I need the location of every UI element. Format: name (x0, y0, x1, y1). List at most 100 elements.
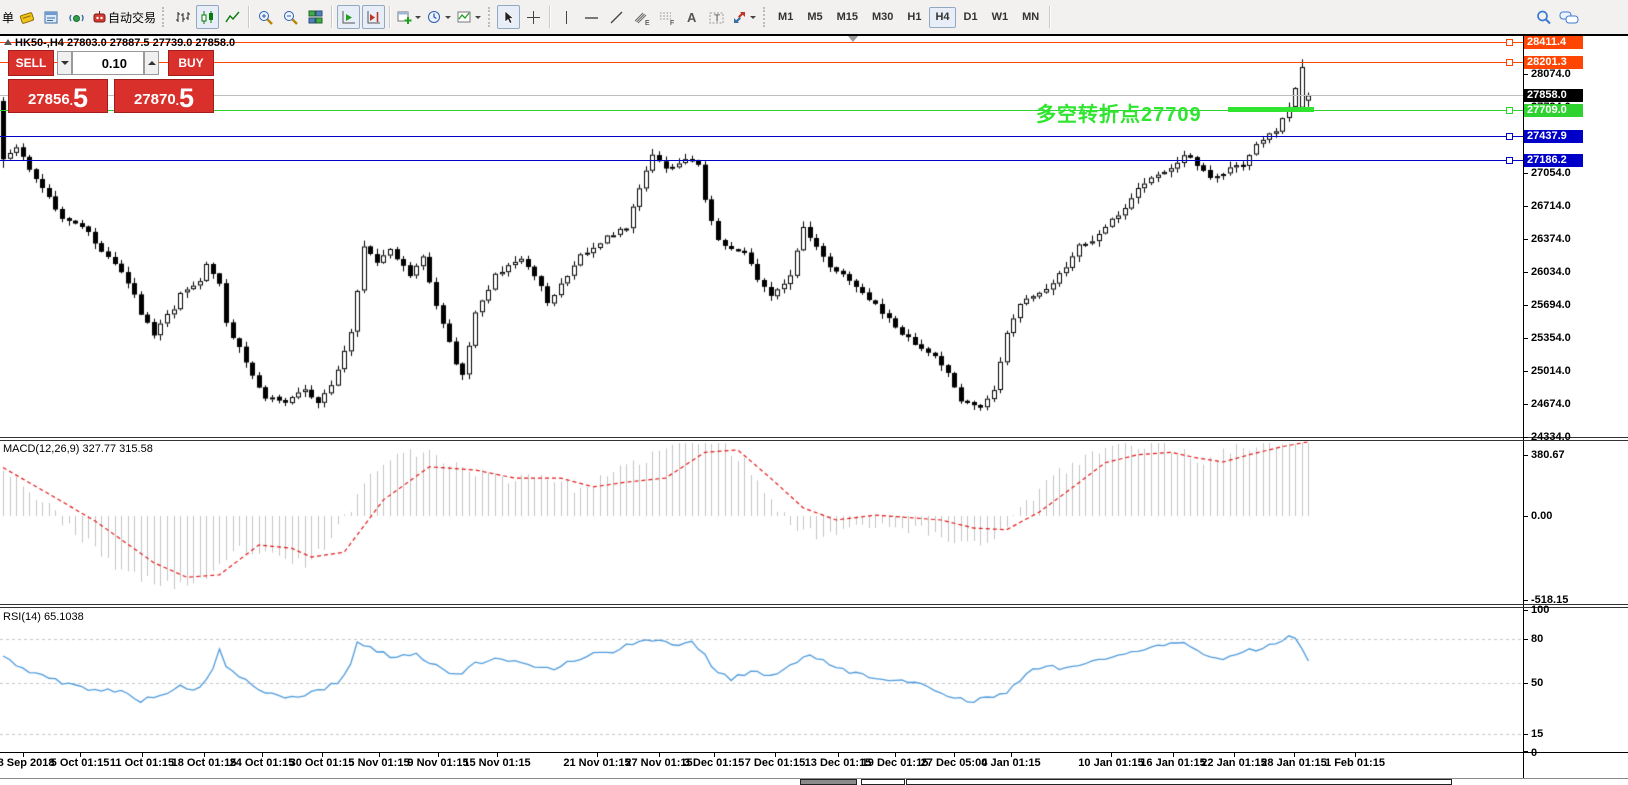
date-label[interactable]: 13 Dec 01:15 (804, 757, 872, 769)
date-label[interactable]: 5 Oct 01:15 (50, 757, 110, 769)
vertical-line-tool-button[interactable] (555, 5, 578, 29)
chart-annotation[interactable]: 多空转折点27709 (1036, 104, 1202, 126)
date-tick (1173, 753, 1174, 757)
date-label[interactable]: 10 Jan 01:15 (1078, 757, 1144, 769)
line-chart-button[interactable] (221, 5, 244, 29)
line-handle[interactable] (1506, 133, 1513, 140)
tf-button-m1[interactable]: M1 (778, 11, 794, 23)
date-label[interactable]: 27 Dec 05:00 (920, 757, 988, 769)
horizontal-line-tool-button[interactable] (580, 5, 603, 29)
line-handle[interactable] (1506, 107, 1513, 114)
date-label[interactable]: 30 Oct 01:15 (289, 757, 355, 769)
candlestick-chart-button[interactable] (196, 5, 220, 29)
signals-button[interactable] (65, 5, 88, 29)
svg-text:E: E (645, 20, 650, 26)
date-label[interactable]: 5 Nov 01:15 (348, 757, 410, 769)
date-label[interactable]: 9 Nov 01:15 (407, 757, 469, 769)
chart-shift-button[interactable] (362, 5, 386, 29)
templates-button[interactable] (455, 5, 483, 29)
buy-price-button[interactable]: 27870. 5 (114, 79, 214, 113)
date-label[interactable]: 4 Jan 01:15 (981, 757, 1041, 769)
line-chart-icon (224, 9, 241, 26)
zoom-in-button[interactable] (254, 5, 277, 29)
chart-shift-marker[interactable] (848, 36, 858, 42)
date-label[interactable]: 28 Jan 01:15 (1261, 757, 1327, 769)
line-handle[interactable] (1506, 39, 1513, 46)
new-order-button[interactable]: 单 (2, 10, 15, 25)
chat-button[interactable] (1557, 5, 1580, 29)
date-label[interactable]: 16 Jan 01:15 (1140, 757, 1206, 769)
tf-button-mn[interactable]: MN (1022, 11, 1040, 23)
auto-scroll-button[interactable] (337, 5, 361, 29)
trendline-tool-button[interactable] (605, 5, 628, 29)
tf-button-d1[interactable]: D1 (963, 11, 978, 23)
tile-windows-button[interactable] (304, 5, 327, 29)
toolbar-separator (549, 6, 552, 28)
order-ticket-button[interactable] (15, 5, 38, 29)
arrows-tool-button[interactable] (730, 5, 758, 29)
date-label[interactable]: 18 Oct 01:15 (171, 757, 237, 769)
horizontal-level-line[interactable] (0, 136, 1523, 137)
autotrading-button[interactable]: 自动交易 (90, 5, 157, 29)
date-label[interactable]: 27 Nov 01:15 (625, 757, 693, 769)
date-tick (1111, 753, 1112, 757)
auto-scroll-icon (340, 9, 357, 26)
date-label[interactable]: 7 Dec 01:15 (744, 757, 806, 769)
date-label[interactable]: 24 Oct 01:15 (229, 757, 295, 769)
price-axis-label: 27054.0 (1531, 167, 1571, 179)
date-label[interactable]: 19 Dec 01:15 (861, 757, 929, 769)
tf-button-h4[interactable]: H4 (929, 6, 956, 28)
rsi-separator[interactable] (0, 607, 1628, 608)
tf-button-h1[interactable]: H1 (907, 11, 922, 23)
toolbar: 单 自动交易 E F A T M1 M5 M15 M30 H1 H4 D1 W1 MN (0, 0, 1628, 35)
macd-separator[interactable] (0, 440, 1628, 441)
line-handle[interactable] (1506, 59, 1513, 66)
chart-expand-arrow[interactable] (4, 39, 12, 45)
periods-button[interactable] (425, 5, 453, 29)
text-tool-button[interactable]: A (680, 5, 703, 29)
date-label[interactable]: 21 Nov 01:15 (563, 757, 631, 769)
date-label[interactable]: 3 Dec 01:15 (683, 757, 745, 769)
date-label[interactable]: 1 Feb 01:15 (1325, 757, 1385, 769)
search-button[interactable] (1532, 5, 1555, 29)
horizontal-level-line[interactable] (0, 110, 1523, 111)
tf-button-w1[interactable]: W1 (991, 11, 1009, 23)
crosshair-tool-button[interactable] (522, 5, 545, 29)
one-click-trading-panel: SELL BUY 27856.5 27870.5 (8, 50, 214, 113)
line-handle[interactable] (1506, 157, 1513, 164)
market-watch-button[interactable] (40, 5, 63, 29)
buy-price-pips: 5 (179, 83, 195, 113)
horizontal-level-line[interactable] (0, 160, 1523, 161)
sell-button[interactable]: SELL (8, 50, 54, 76)
date-label[interactable]: 22 Jan 01:15 (1201, 757, 1267, 769)
cursor-tool-button[interactable] (497, 5, 521, 29)
template-icon (456, 9, 473, 26)
tf-button-m5[interactable]: M5 (807, 11, 823, 23)
volume-increase-button[interactable] (144, 51, 159, 75)
trendline-segment[interactable] (1228, 107, 1314, 112)
volume-input[interactable] (72, 51, 144, 75)
volume-decrease-button[interactable] (57, 51, 72, 75)
horizontal-level-line[interactable] (0, 62, 1523, 63)
date-label[interactable]: 11 Oct 01:15 (109, 757, 175, 769)
horizontal-level-line[interactable] (0, 42, 1523, 43)
indicators-button[interactable] (395, 5, 423, 29)
date-label[interactable]: 28 Sep 2018 (0, 757, 55, 769)
text-label-tool-button[interactable]: T (705, 5, 728, 29)
time-axis-line[interactable] (0, 752, 1628, 753)
macd-separator[interactable] (0, 437, 1628, 438)
tf-button-m15[interactable]: M15 (836, 11, 858, 23)
price-axis-label: 24334.0 (1531, 431, 1571, 443)
date-label[interactable]: 15 Nov 01:15 (463, 757, 531, 769)
fibonacci-tool-button[interactable]: F (655, 5, 678, 29)
sell-price-button[interactable]: 27856. 5 (8, 79, 108, 113)
horizontal-line-icon (583, 9, 600, 26)
equidistant-channel-icon: E (633, 9, 651, 26)
zoom-out-button[interactable] (279, 5, 302, 29)
tf-button-m30[interactable]: M30 (872, 11, 894, 23)
buy-button[interactable]: BUY (168, 50, 214, 76)
bar-chart-button[interactable] (171, 5, 194, 29)
rsi-separator[interactable] (0, 604, 1628, 605)
channel-tool-button[interactable]: E (630, 5, 653, 29)
